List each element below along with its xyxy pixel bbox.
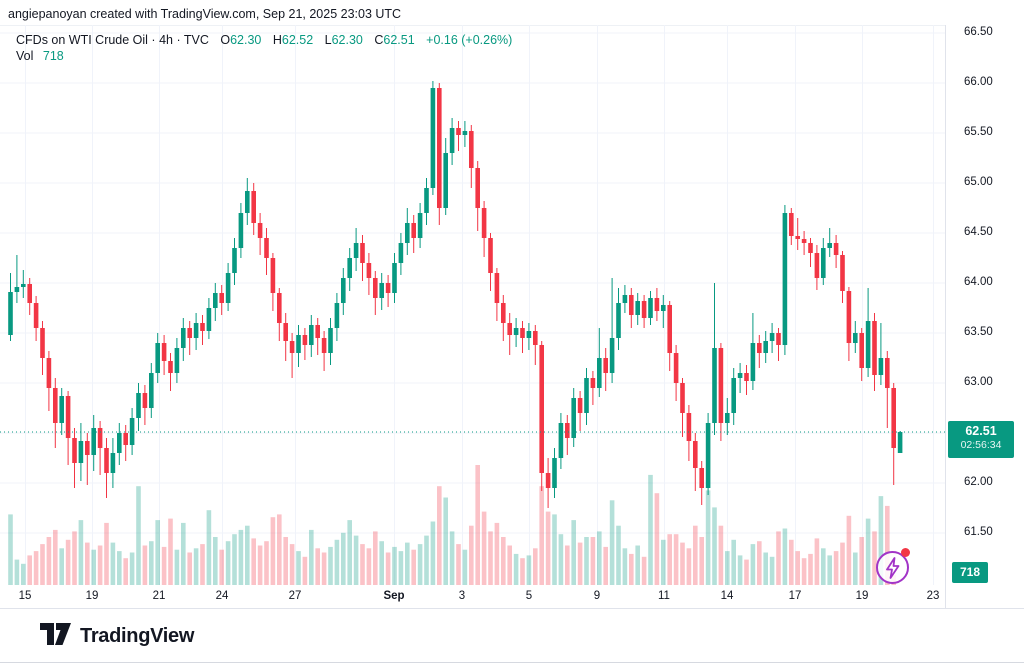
open-value: 62.30 xyxy=(230,33,262,47)
date-tick-label: 9 xyxy=(593,590,601,602)
volume-value: 718 xyxy=(42,49,64,63)
date-tick-label: 14 xyxy=(720,590,734,602)
price-tick-label: 64.50 xyxy=(964,226,993,238)
close-key: C xyxy=(374,33,384,47)
price-tick-label: 63.50 xyxy=(964,326,993,338)
footer: TradingView xyxy=(0,609,1024,662)
price-tick-label: 64.00 xyxy=(964,276,993,288)
attribution-text: angiepanoyan created with TradingView.co… xyxy=(8,7,402,21)
low-key: L xyxy=(324,33,332,47)
tradingview-logo-icon xyxy=(40,623,71,650)
date-tick-label: 23 xyxy=(926,590,940,602)
tradingview-logo-text: TradingView xyxy=(80,625,195,647)
volume-legend: Vol 718 xyxy=(16,49,64,63)
last-price-badge: 62.51 02:56:34 xyxy=(948,421,1014,458)
tradingview-logo[interactable]: TradingView xyxy=(40,623,194,650)
pane-top-divider xyxy=(0,25,1024,26)
notification-dot-icon xyxy=(901,548,910,557)
open-key: O xyxy=(220,33,231,47)
date-tick-label: 11 xyxy=(658,590,670,602)
bar-countdown: 02:56:34 xyxy=(960,439,1002,451)
date-tick-label: 3 xyxy=(458,590,466,602)
price-tick-label: 66.00 xyxy=(964,76,993,88)
price-tick-label: 66.50 xyxy=(964,26,993,38)
volume-key: Vol xyxy=(16,49,34,63)
change-value: +0.16 (+0.26%) xyxy=(426,33,513,47)
date-tick-label: 19 xyxy=(855,590,869,602)
date-tick-label: Sep xyxy=(383,590,405,602)
price-chart-svg[interactable] xyxy=(0,0,945,609)
date-tick-label: 17 xyxy=(788,590,802,602)
time-scale[interactable]: 15 19 21 24 27 Sep 3 5 9 11 14 17 19 23 xyxy=(0,585,945,609)
high-value: 62.52 xyxy=(281,33,314,47)
close-value: 62.51 xyxy=(383,33,415,47)
date-tick-label: 24 xyxy=(215,590,229,602)
footer-divider xyxy=(0,608,1024,609)
symbol-title: CFDs on WTI Crude Oil · 4h · TVC xyxy=(16,33,209,47)
date-tick-label: 15 xyxy=(18,590,32,602)
price-scale[interactable]: 62.51 02:56:34 718 66.50 66.00 65.50 65.00 6… xyxy=(945,25,1024,608)
date-tick-label: 21 xyxy=(152,590,166,602)
symbol-legend: CFDs on WTI Crude Oil · 4h · TVC O62.30 … xyxy=(16,32,512,48)
low-value: 62.30 xyxy=(331,33,363,47)
volume-value-badge: 718 xyxy=(952,562,988,583)
date-tick-label: 27 xyxy=(288,590,302,602)
price-tick-label: 65.50 xyxy=(964,126,993,138)
date-tick-label: 5 xyxy=(525,590,533,602)
price-tick-label: 63.00 xyxy=(964,376,993,388)
price-tick-label: 62.00 xyxy=(964,476,993,488)
date-tick-label: 19 xyxy=(85,590,99,602)
price-tick-label: 61.50 xyxy=(964,526,993,538)
last-price: 62.51 xyxy=(965,424,997,438)
high-key: H xyxy=(272,33,282,47)
bottom-border xyxy=(0,662,1024,663)
price-tick-label: 65.00 xyxy=(964,176,993,188)
